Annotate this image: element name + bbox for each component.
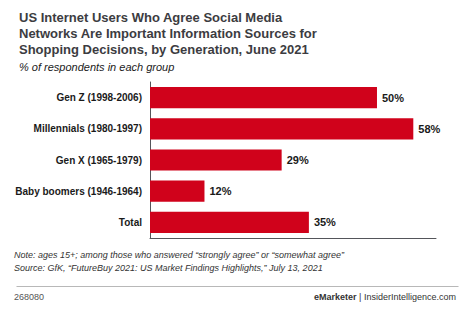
svg-text:Note: ages 15+; among those wh: Note: ages 15+; among those who answered… <box>14 250 345 260</box>
svg-text:Networks Are Important Informa: Networks Are Important Information Sourc… <box>19 26 317 41</box>
svg-text:50%: 50% <box>382 92 404 104</box>
svg-text:Total: Total <box>119 217 142 228</box>
svg-text:12%: 12% <box>209 185 231 197</box>
svg-text:Gen Z (1998-2006): Gen Z (1998-2006) <box>56 92 142 103</box>
svg-text:% of respondents in each group: % of respondents in each group <box>19 61 174 73</box>
svg-text:35%: 35% <box>314 216 336 228</box>
svg-text:US Internet Users Who Agree So: US Internet Users Who Agree Social Media <box>19 10 283 25</box>
svg-text:Source: GfK, “FutureBuy 2021:: Source: GfK, “FutureBuy 2021: US Market … <box>14 263 323 273</box>
svg-text:Millennials (1980-1997): Millennials (1980-1997) <box>34 123 142 134</box>
svg-text:| InsiderIntelligence.com: | InsiderIntelligence.com <box>357 292 456 302</box>
svg-text:eMarketer: eMarketer <box>314 292 357 302</box>
svg-text:Shopping Decisions, by Generat: Shopping Decisions, by Generation, June … <box>19 42 309 57</box>
svg-text:268080: 268080 <box>14 292 44 302</box>
svg-text:29%: 29% <box>287 154 309 166</box>
svg-text:Baby boomers (1946-1964): Baby boomers (1946-1964) <box>15 186 142 197</box>
svg-text:58%: 58% <box>418 123 440 135</box>
svg-text:Gen X (1965-1979): Gen X (1965-1979) <box>56 155 142 166</box>
